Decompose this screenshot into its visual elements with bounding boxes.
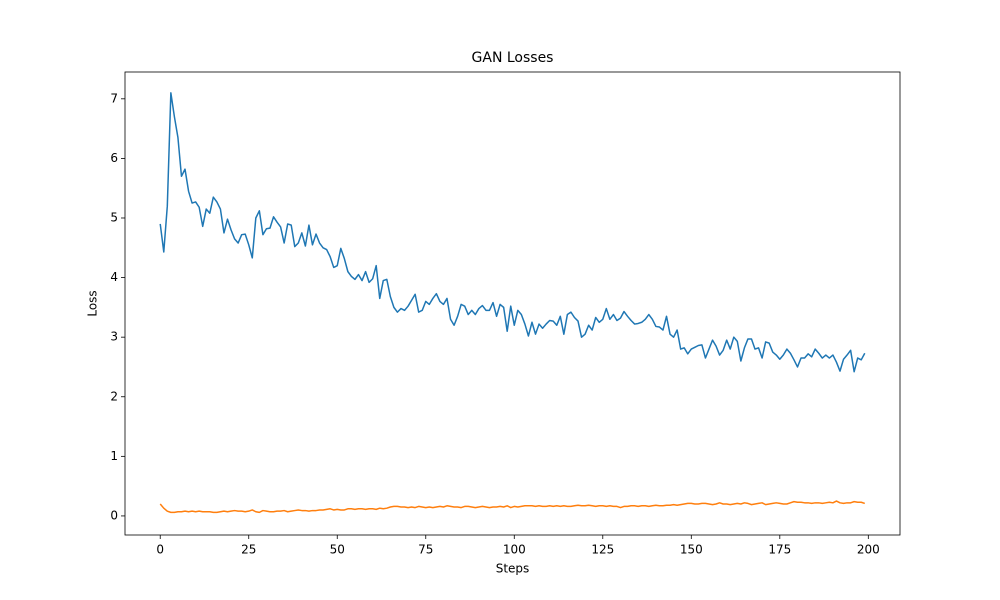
line-series [159, 500, 866, 514]
chart-title: GAN Losses [472, 50, 554, 66]
x-tick-label: 75 [418, 543, 433, 557]
plot-frame [124, 71, 901, 536]
x-tick-label: 0 [156, 543, 164, 557]
y-tick-label: 3 [110, 330, 118, 344]
y-tick-label: 1 [110, 449, 118, 463]
x-tick-label: 100 [503, 543, 526, 557]
x-tick-label: 200 [857, 543, 880, 557]
y-tick-label: 2 [110, 389, 118, 403]
y-axis-label: Loss [86, 290, 100, 316]
line-series [159, 92, 866, 373]
x-tick-label: 125 [591, 543, 614, 557]
x-tick-label: 175 [768, 543, 791, 557]
x-tick-label: 50 [330, 543, 345, 557]
x-tick-label: 25 [241, 543, 256, 557]
x-axis-label: Steps [496, 562, 530, 576]
y-tick-label: 5 [110, 210, 118, 224]
y-tick-label: 0 [110, 508, 118, 522]
y-tick-label: 4 [110, 270, 118, 284]
x-tick-label: 150 [680, 543, 703, 557]
y-tick-label: 6 [110, 151, 118, 165]
y-tick-label: 7 [110, 91, 118, 105]
